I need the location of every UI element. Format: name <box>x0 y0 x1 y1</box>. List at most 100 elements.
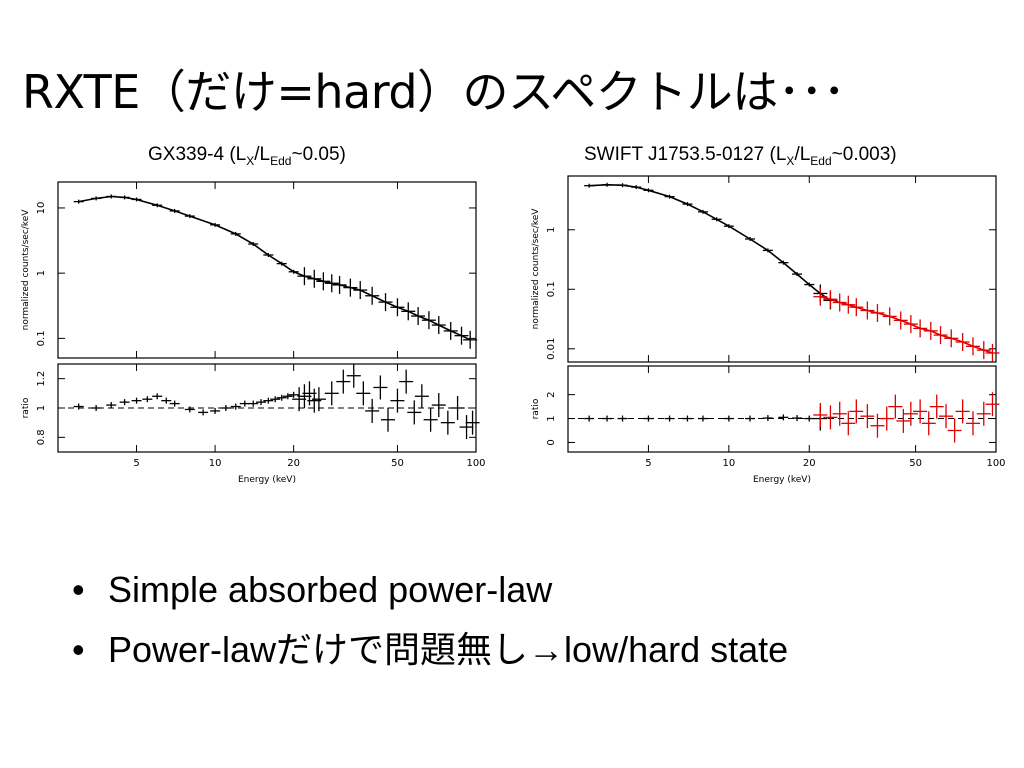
data-point <box>896 408 911 433</box>
data-point <box>373 375 388 400</box>
panel-title-right: SWIFT J1753.5-0127 (LX/LEdd~0.003) <box>584 144 897 168</box>
data-point <box>682 202 693 207</box>
x-tick-label: 50 <box>909 458 922 469</box>
data-point <box>976 341 991 360</box>
bullet-list: • Simple absorbed power-law • Power-lawだけで… <box>72 560 788 680</box>
y-tick-label: 1 <box>546 415 557 421</box>
data-point <box>288 269 299 274</box>
panel-title-mid: /L <box>794 144 811 165</box>
model-line <box>589 183 831 302</box>
y-tick-label: 1 <box>36 270 47 276</box>
spectrum-plot-gx339: 10 1 0.1 normalized counts/sec/keV 1.2 1 0.8 ra… <box>21 181 486 485</box>
data-point <box>664 415 675 422</box>
data-point <box>804 282 815 287</box>
data-point <box>832 293 847 312</box>
data-point <box>841 295 856 314</box>
data-point <box>353 281 368 300</box>
data-point <box>813 402 828 427</box>
data-point <box>431 316 446 335</box>
data-point <box>324 381 339 406</box>
x-tick-label: 5 <box>645 458 651 469</box>
data-point <box>119 195 130 200</box>
data-point <box>697 209 708 214</box>
y-tick-label: 1 <box>546 227 557 233</box>
data-point <box>414 384 429 409</box>
data-point <box>903 401 918 426</box>
data-point <box>142 396 153 403</box>
data-point <box>401 302 416 321</box>
data-point <box>184 214 195 219</box>
data-point <box>198 409 209 416</box>
data-point <box>431 393 446 418</box>
data-point <box>849 399 864 424</box>
data-point <box>307 269 322 288</box>
data-point <box>169 400 180 407</box>
data-point <box>440 410 455 435</box>
x-axis-label: Energy (keV) <box>238 475 296 485</box>
data-point <box>813 287 828 306</box>
slide-title: RXTE（だけ=hard）のスペクトルは･･･ <box>22 65 846 119</box>
data-point <box>923 321 938 340</box>
model-line <box>78 195 471 341</box>
panel-title-sub-x: X <box>786 153 795 168</box>
data-point <box>860 404 875 429</box>
y-axis-label: normalized counts/sec/keV <box>21 209 31 331</box>
data-point <box>365 286 380 305</box>
data-point <box>459 415 474 440</box>
data-point <box>849 298 864 317</box>
data-point <box>955 399 970 424</box>
data-point <box>823 290 838 309</box>
data-point <box>343 278 358 297</box>
data-point <box>631 185 642 190</box>
y-tick-label: 1 <box>36 405 47 411</box>
top-panel-frame <box>567 175 997 363</box>
data-point <box>584 415 595 422</box>
data-point <box>882 307 897 326</box>
y-tick-label: 10 <box>36 202 47 215</box>
data-point <box>913 399 928 424</box>
ratio-panel-frame <box>567 365 997 453</box>
x-tick-label: 10 <box>722 458 735 469</box>
data-point <box>792 415 803 422</box>
ratio-axis-label: ratio <box>531 398 541 419</box>
data-point <box>407 400 422 425</box>
x-tick-label: 10 <box>209 458 222 469</box>
data-point <box>390 298 405 317</box>
x-tick-label: 100 <box>986 458 1005 469</box>
data-point <box>463 330 478 349</box>
data-point <box>356 381 371 406</box>
data-point <box>282 393 293 400</box>
bullet-text: Simple absorbed power-law <box>108 569 553 610</box>
data-point <box>465 410 480 435</box>
data-point <box>744 236 755 241</box>
panel-title-mid: /L <box>254 144 271 165</box>
data-point <box>210 407 221 414</box>
data-point <box>332 275 347 294</box>
data-point <box>778 260 789 265</box>
data-point <box>119 399 130 406</box>
data-point <box>723 415 734 422</box>
data-point <box>711 217 722 222</box>
data-point <box>879 406 894 431</box>
data-point <box>270 396 281 403</box>
data-point <box>682 415 693 422</box>
data-point <box>944 329 959 348</box>
data-point <box>723 224 734 229</box>
data-point <box>423 407 438 432</box>
data-point <box>311 387 326 412</box>
data-point <box>239 400 250 407</box>
y-tick-label: 0.8 <box>36 429 47 445</box>
bullet-text: Power-lawだけで問題無し→low/hard state <box>108 629 789 670</box>
panel-title-post: ~0.05) <box>291 144 346 165</box>
x-tick-label: 20 <box>287 458 300 469</box>
data-point <box>411 307 426 326</box>
data-point <box>73 199 84 204</box>
data-point <box>860 301 875 320</box>
bullet-item: • Power-lawだけで問題無し→low/hard state <box>72 620 788 680</box>
data-point <box>220 405 231 411</box>
data-point <box>744 415 755 422</box>
data-point <box>169 208 180 213</box>
data-point <box>263 252 274 257</box>
data-point <box>131 397 142 404</box>
